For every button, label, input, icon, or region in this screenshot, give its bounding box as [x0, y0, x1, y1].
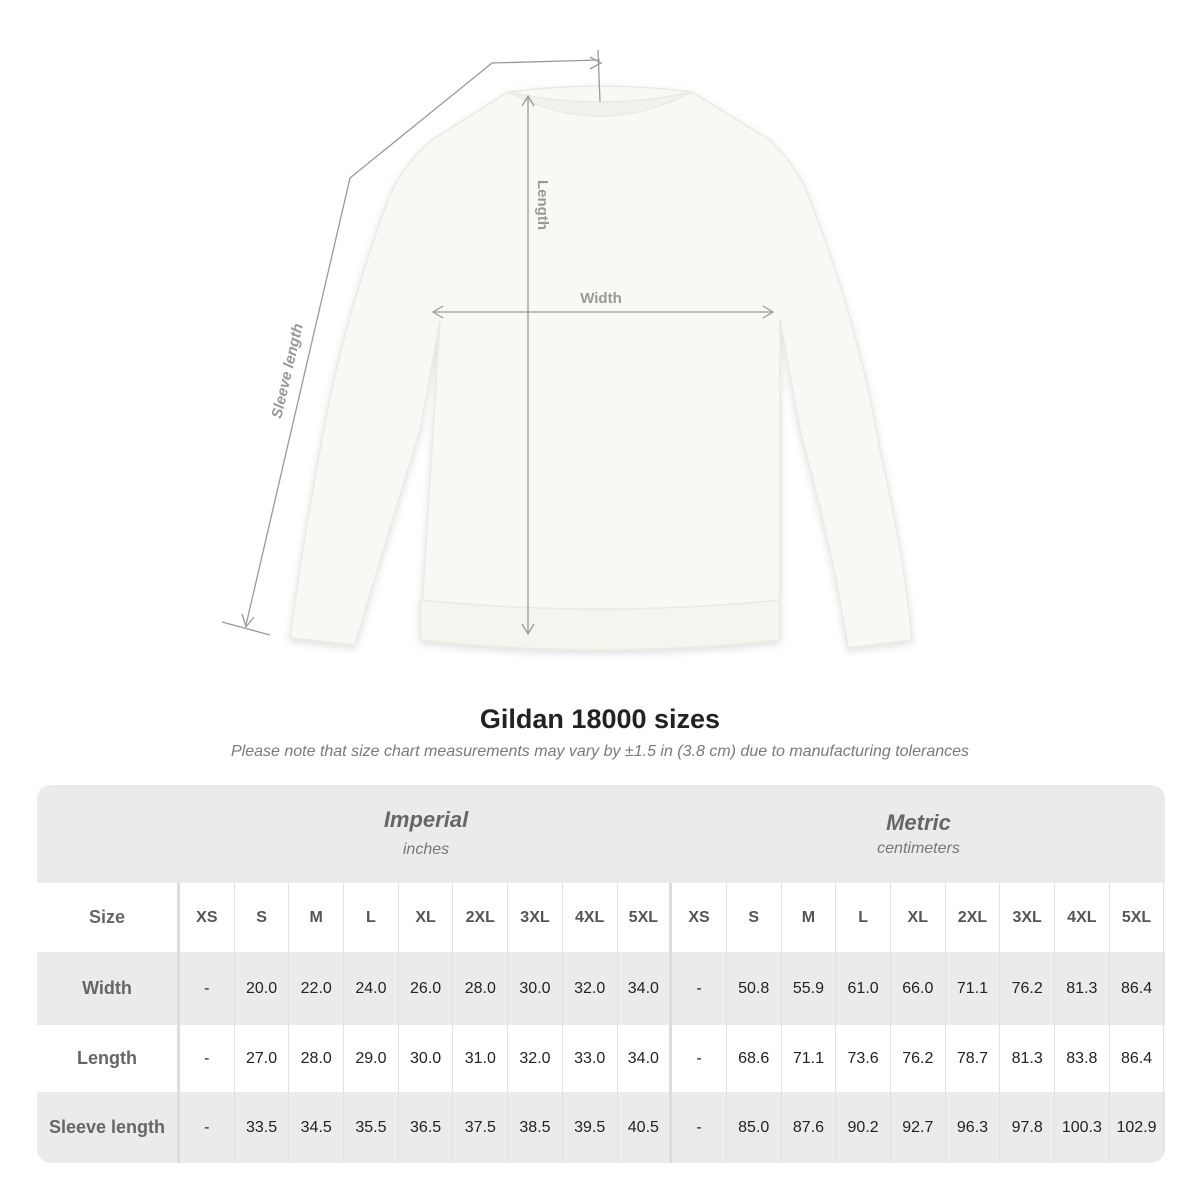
imperial-value: 39.5 — [563, 1092, 618, 1163]
size-header: XL — [399, 883, 454, 952]
metric-value: 86.4 — [1110, 952, 1165, 1025]
metric-value: 76.2 — [891, 1025, 946, 1092]
size-header: 3XL — [508, 883, 563, 952]
imperial-value: 32.0 — [563, 952, 618, 1025]
collar — [507, 91, 693, 117]
metric-value: 83.8 — [1055, 1025, 1110, 1092]
imperial-value: 28.0 — [289, 1025, 345, 1092]
size-header: 4XL — [563, 883, 618, 952]
size-header: XS — [672, 883, 727, 952]
metric-value: 86.4 — [1110, 1025, 1165, 1092]
imperial-value: 24.0 — [344, 952, 399, 1025]
imperial-header: Imperial inches — [180, 785, 672, 883]
size-label: Size — [37, 883, 180, 952]
imperial-value: 28.0 — [453, 952, 509, 1025]
metric-header: Metric centimeters — [672, 785, 1165, 883]
size-header: XL — [891, 883, 946, 952]
imperial-value: 20.0 — [235, 952, 290, 1025]
metric-unit: centimeters — [877, 840, 960, 857]
imperial-unit: inches — [402, 841, 450, 858]
row-label: Sleeve length — [37, 1092, 180, 1163]
size-header: 5XL — [618, 883, 673, 952]
metric-label: Metric — [886, 810, 951, 835]
width-label: Width — [580, 290, 622, 307]
size-header: L — [344, 883, 399, 952]
size-header: L — [836, 883, 891, 952]
size-header: 5XL — [1110, 883, 1165, 952]
metric-value: 66.0 — [891, 952, 946, 1025]
metric-value: 73.6 — [836, 1025, 891, 1092]
table-row: Length -27.0 28.0 29.0 30.0 31.0 32.0 33.0 34.0-… — [37, 1025, 1165, 1092]
imperial-value: 37.5 — [453, 1092, 509, 1163]
imperial-value: 26.0 — [399, 952, 454, 1025]
size-header: 4XL — [1055, 883, 1110, 952]
imperial-value: - — [180, 1025, 235, 1092]
table-row: Sleeve length -33.5 34.5 35.5 36.5 37.5 38.5 39… — [37, 1092, 1165, 1163]
row-label: Width — [37, 952, 180, 1025]
size-header: S — [727, 883, 782, 952]
tolerance-note: Please note that size chart measurements… — [230, 743, 970, 760]
metric-value: - — [672, 1092, 727, 1163]
imperial-label: Imperial — [383, 807, 469, 832]
imperial-value: 22.0 — [289, 952, 345, 1025]
imperial-value: 30.0 — [508, 952, 563, 1025]
metric-value: 96.3 — [946, 1092, 1001, 1163]
imperial-value: 34.5 — [289, 1092, 345, 1163]
metric-value: 71.1 — [782, 1025, 837, 1092]
imperial-value: 29.0 — [344, 1025, 399, 1092]
metric-value: 92.7 — [891, 1092, 946, 1163]
imperial-value: 33.0 — [563, 1025, 618, 1092]
size-header: XS — [180, 883, 235, 952]
row-label: Length — [37, 1025, 180, 1092]
size-header: 2XL — [946, 883, 1001, 952]
sweatshirt-diagram: Length Width Sleeve length — [221, 49, 913, 651]
sweatshirt-body — [289, 85, 913, 651]
size-header: M — [289, 883, 345, 952]
metric-value: - — [672, 1025, 727, 1092]
imperial-value: 27.0 — [235, 1025, 290, 1092]
imperial-value: 33.5 — [235, 1092, 290, 1163]
metric-value: - — [672, 952, 727, 1025]
imperial-value: 38.5 — [508, 1092, 563, 1163]
imperial-value: 40.5 — [618, 1092, 673, 1163]
metric-value: 97.8 — [1000, 1092, 1055, 1163]
size-header-row: Size XS S M L XL 2XL 3XL 4XL 5XL XS S M L XL 2XL 3XL 4XL 5… — [37, 883, 1165, 952]
metric-value: 55.9 — [782, 952, 837, 1025]
size-header: 3XL — [1000, 883, 1055, 952]
metric-value: 78.7 — [946, 1025, 1001, 1092]
size-header: 2XL — [453, 883, 509, 952]
imperial-value: 35.5 — [344, 1092, 399, 1163]
metric-value: 68.6 — [727, 1025, 782, 1092]
imperial-value: 30.0 — [399, 1025, 454, 1092]
metric-value: 50.8 — [727, 952, 782, 1025]
metric-value: 102.9 — [1110, 1092, 1165, 1163]
size-header: S — [235, 883, 290, 952]
metric-value: 61.0 — [836, 952, 891, 1025]
imperial-value: - — [180, 1092, 235, 1163]
imperial-value: 34.0 — [618, 1025, 673, 1092]
metric-value: 90.2 — [836, 1092, 891, 1163]
imperial-value: - — [180, 952, 235, 1025]
sleeve-length-label: Sleeve length — [268, 322, 306, 420]
metric-value: 71.1 — [946, 952, 1001, 1025]
page-title: Gildan 18000 sizes — [479, 704, 721, 734]
length-label: Length — [534, 180, 551, 230]
metric-value: 85.0 — [727, 1092, 782, 1163]
metric-value: 87.6 — [782, 1092, 837, 1163]
hem-band — [419, 599, 781, 651]
metric-value: 81.3 — [1000, 1025, 1055, 1092]
metric-value: 76.2 — [1000, 952, 1055, 1025]
metric-value: 100.3 — [1055, 1092, 1110, 1163]
size-header: M — [782, 883, 837, 952]
imperial-value: 36.5 — [399, 1092, 454, 1163]
imperial-value: 34.0 — [618, 952, 673, 1025]
metric-value: 81.3 — [1055, 952, 1110, 1025]
table-row: Width -20.0 22.0 24.0 26.0 28.0 30.0 32.0 34.0-5… — [37, 952, 1165, 1025]
size-chart-table: Imperial inches Metric centimeters Size X… — [37, 785, 1165, 1163]
imperial-value: 31.0 — [453, 1025, 509, 1092]
imperial-value: 32.0 — [508, 1025, 563, 1092]
